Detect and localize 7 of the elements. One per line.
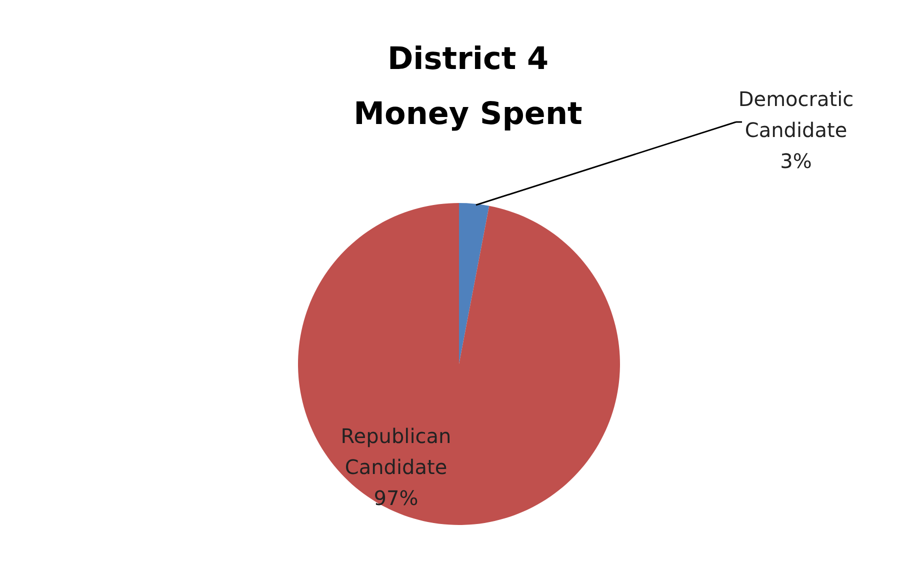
pie-slice <box>459 203 490 364</box>
data-label: 3% <box>780 149 812 173</box>
pie-slice <box>298 203 620 525</box>
slice-label: Democratic Candidate <box>738 87 854 142</box>
data-label: 97% <box>374 486 418 510</box>
slice-label: Republican Candidate <box>340 424 452 479</box>
chart-title: District 4 Money Spent <box>354 41 583 132</box>
